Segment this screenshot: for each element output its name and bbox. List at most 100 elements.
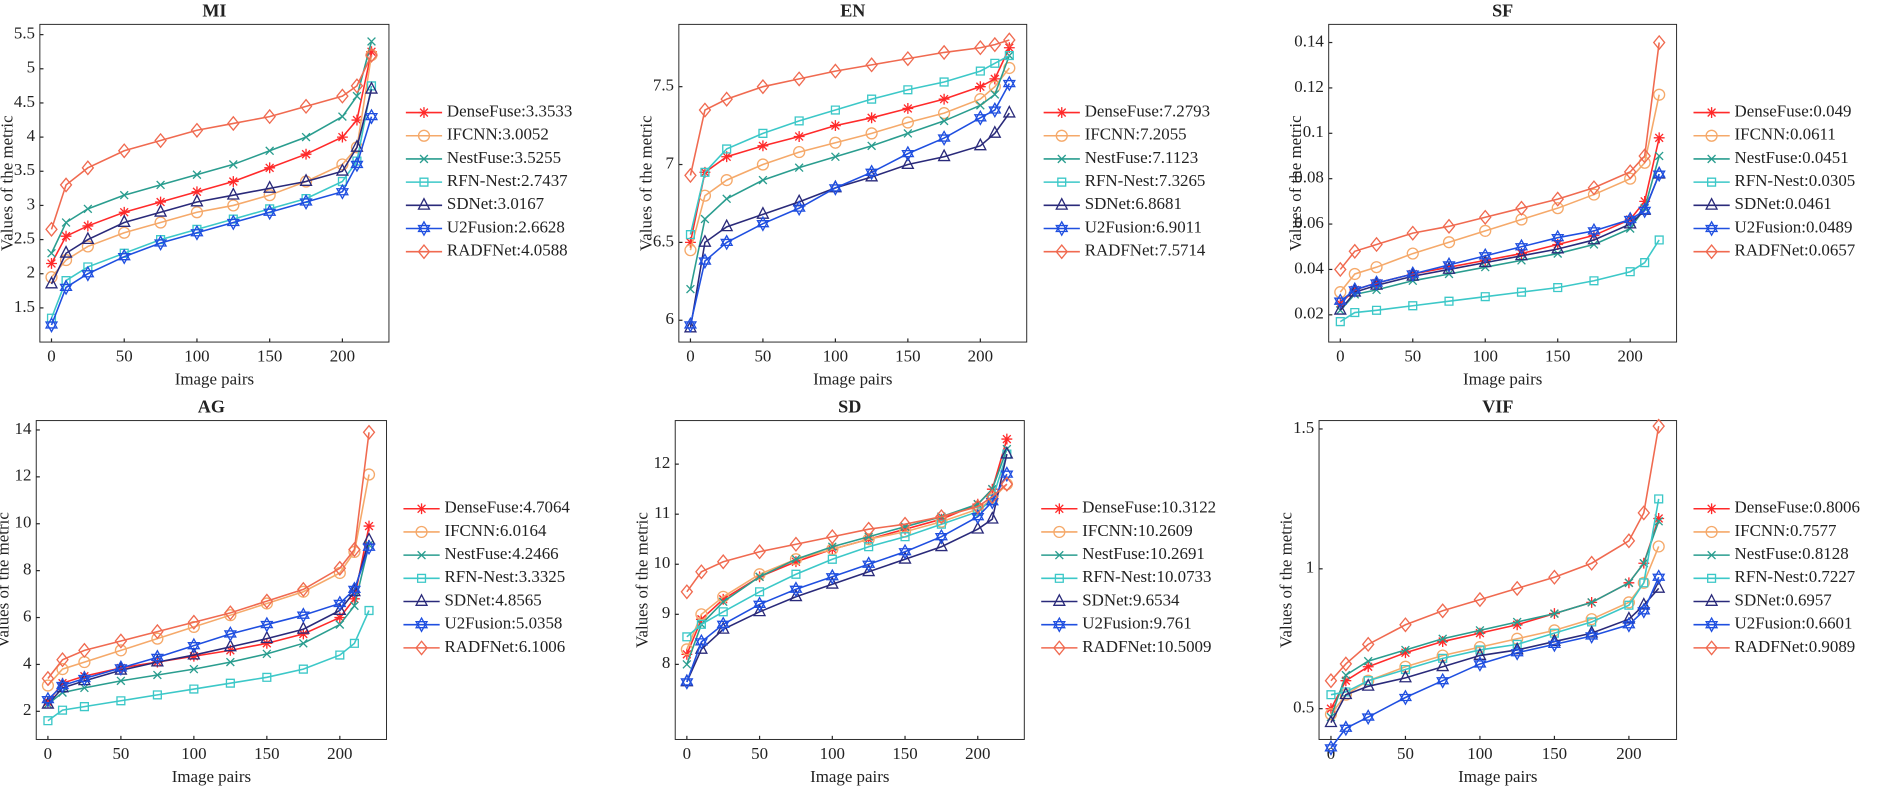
x-tick-label: 100 <box>1467 744 1492 763</box>
x-tick-label: 150 <box>254 744 279 763</box>
point-marker <box>1370 261 1383 274</box>
y-tick-label: 2 <box>23 700 31 719</box>
point-marker <box>187 637 201 654</box>
series-line <box>50 89 373 285</box>
legend-marker <box>418 107 430 118</box>
legend-label: RFN-Nest:3.3325 <box>445 567 566 586</box>
point-marker <box>1000 476 1014 492</box>
legend-label: RADFNet:4.0588 <box>447 241 568 260</box>
point-marker <box>1623 164 1637 180</box>
point-marker <box>150 649 164 666</box>
point-marker <box>1326 690 1336 700</box>
point-marker <box>937 148 951 162</box>
point-marker <box>350 601 359 611</box>
point-marker <box>1324 673 1338 689</box>
point-marker <box>867 94 877 104</box>
point-marker <box>1370 236 1383 253</box>
point-marker <box>151 623 164 640</box>
x-tick-label: 50 <box>112 744 129 763</box>
point-marker <box>1004 50 1014 61</box>
point-marker <box>1371 305 1382 315</box>
point-marker <box>866 112 878 124</box>
point-marker <box>831 152 840 162</box>
point-marker <box>899 523 911 535</box>
point-marker <box>263 180 277 193</box>
point-marker <box>974 81 986 93</box>
point-marker <box>362 468 376 481</box>
point-marker <box>154 132 167 149</box>
point-marker <box>1589 276 1599 286</box>
point-marker <box>685 236 696 248</box>
point-marker <box>154 235 168 251</box>
legend-label: DenseFuse:10.3122 <box>1082 498 1216 517</box>
x-tick-label: 50 <box>1397 744 1414 763</box>
point-marker <box>1475 625 1485 635</box>
point-marker <box>60 230 72 242</box>
point-marker <box>828 179 842 196</box>
legend-marker <box>1055 244 1069 260</box>
legend-marker <box>1052 616 1066 633</box>
point-marker <box>1341 670 1351 680</box>
point-marker <box>1438 634 1448 644</box>
legend-label: DenseFuse:0.049 <box>1735 101 1852 120</box>
point-marker <box>1369 275 1384 292</box>
point-marker <box>937 130 951 147</box>
point-marker <box>1334 286 1347 299</box>
x-tick-label: 200 <box>965 744 990 763</box>
point-marker <box>680 673 694 690</box>
point-marker <box>348 593 360 605</box>
point-marker <box>1438 653 1448 663</box>
point-marker <box>1398 669 1412 683</box>
y-tick-label: 4 <box>23 653 32 672</box>
point-marker <box>717 593 729 605</box>
legend-marker <box>1055 197 1069 210</box>
y-tick-label: 6 <box>666 309 674 328</box>
x-tick-label: 150 <box>895 347 920 366</box>
point-marker <box>1512 617 1522 627</box>
point-marker <box>988 125 1002 138</box>
y-tick-label: 3.5 <box>14 160 35 179</box>
point-marker <box>864 542 874 552</box>
point-marker <box>829 120 841 132</box>
point-marker <box>226 214 240 231</box>
x-tick-label: 100 <box>823 347 848 366</box>
y-tick-label: 2 <box>27 263 35 282</box>
series-line <box>689 67 1010 251</box>
point-marker <box>348 541 361 558</box>
point-marker <box>1548 569 1561 585</box>
point-marker <box>936 519 946 529</box>
y-tick-label: 11 <box>654 503 670 522</box>
point-marker <box>119 190 129 200</box>
legend-marker <box>417 197 431 210</box>
point-marker <box>829 63 842 79</box>
point-marker <box>365 47 378 63</box>
legend-label: NestFuse:10.2691 <box>1082 544 1205 563</box>
x-tick-label: 100 <box>820 744 845 763</box>
point-marker <box>1478 209 1492 225</box>
legend-marker <box>1056 107 1068 118</box>
point-marker <box>152 670 162 680</box>
point-marker <box>299 98 313 115</box>
point-marker <box>260 616 274 633</box>
point-marker <box>1516 287 1527 297</box>
legend-marker <box>417 550 426 560</box>
legend-label: DenseFuse:3.3533 <box>447 101 572 120</box>
point-marker <box>82 220 94 232</box>
point-marker <box>1480 292 1490 302</box>
point-marker <box>362 424 376 440</box>
point-marker <box>333 595 347 612</box>
point-marker <box>755 587 765 597</box>
point-marker <box>1406 265 1420 282</box>
legend-label: RADFNet:6.1006 <box>445 637 566 656</box>
legend-marker <box>1707 550 1716 560</box>
y-tick-label: 12 <box>14 466 31 485</box>
point-marker <box>903 85 913 95</box>
panel-title: AG <box>198 397 225 417</box>
point-marker <box>297 628 309 640</box>
x-axis-label: Image pairs <box>810 767 889 786</box>
point-marker <box>829 136 842 149</box>
point-marker <box>1652 418 1665 434</box>
y-axis-label: Values of the metric <box>636 115 655 251</box>
panel-title: SF <box>1492 0 1513 20</box>
point-marker <box>83 204 93 214</box>
